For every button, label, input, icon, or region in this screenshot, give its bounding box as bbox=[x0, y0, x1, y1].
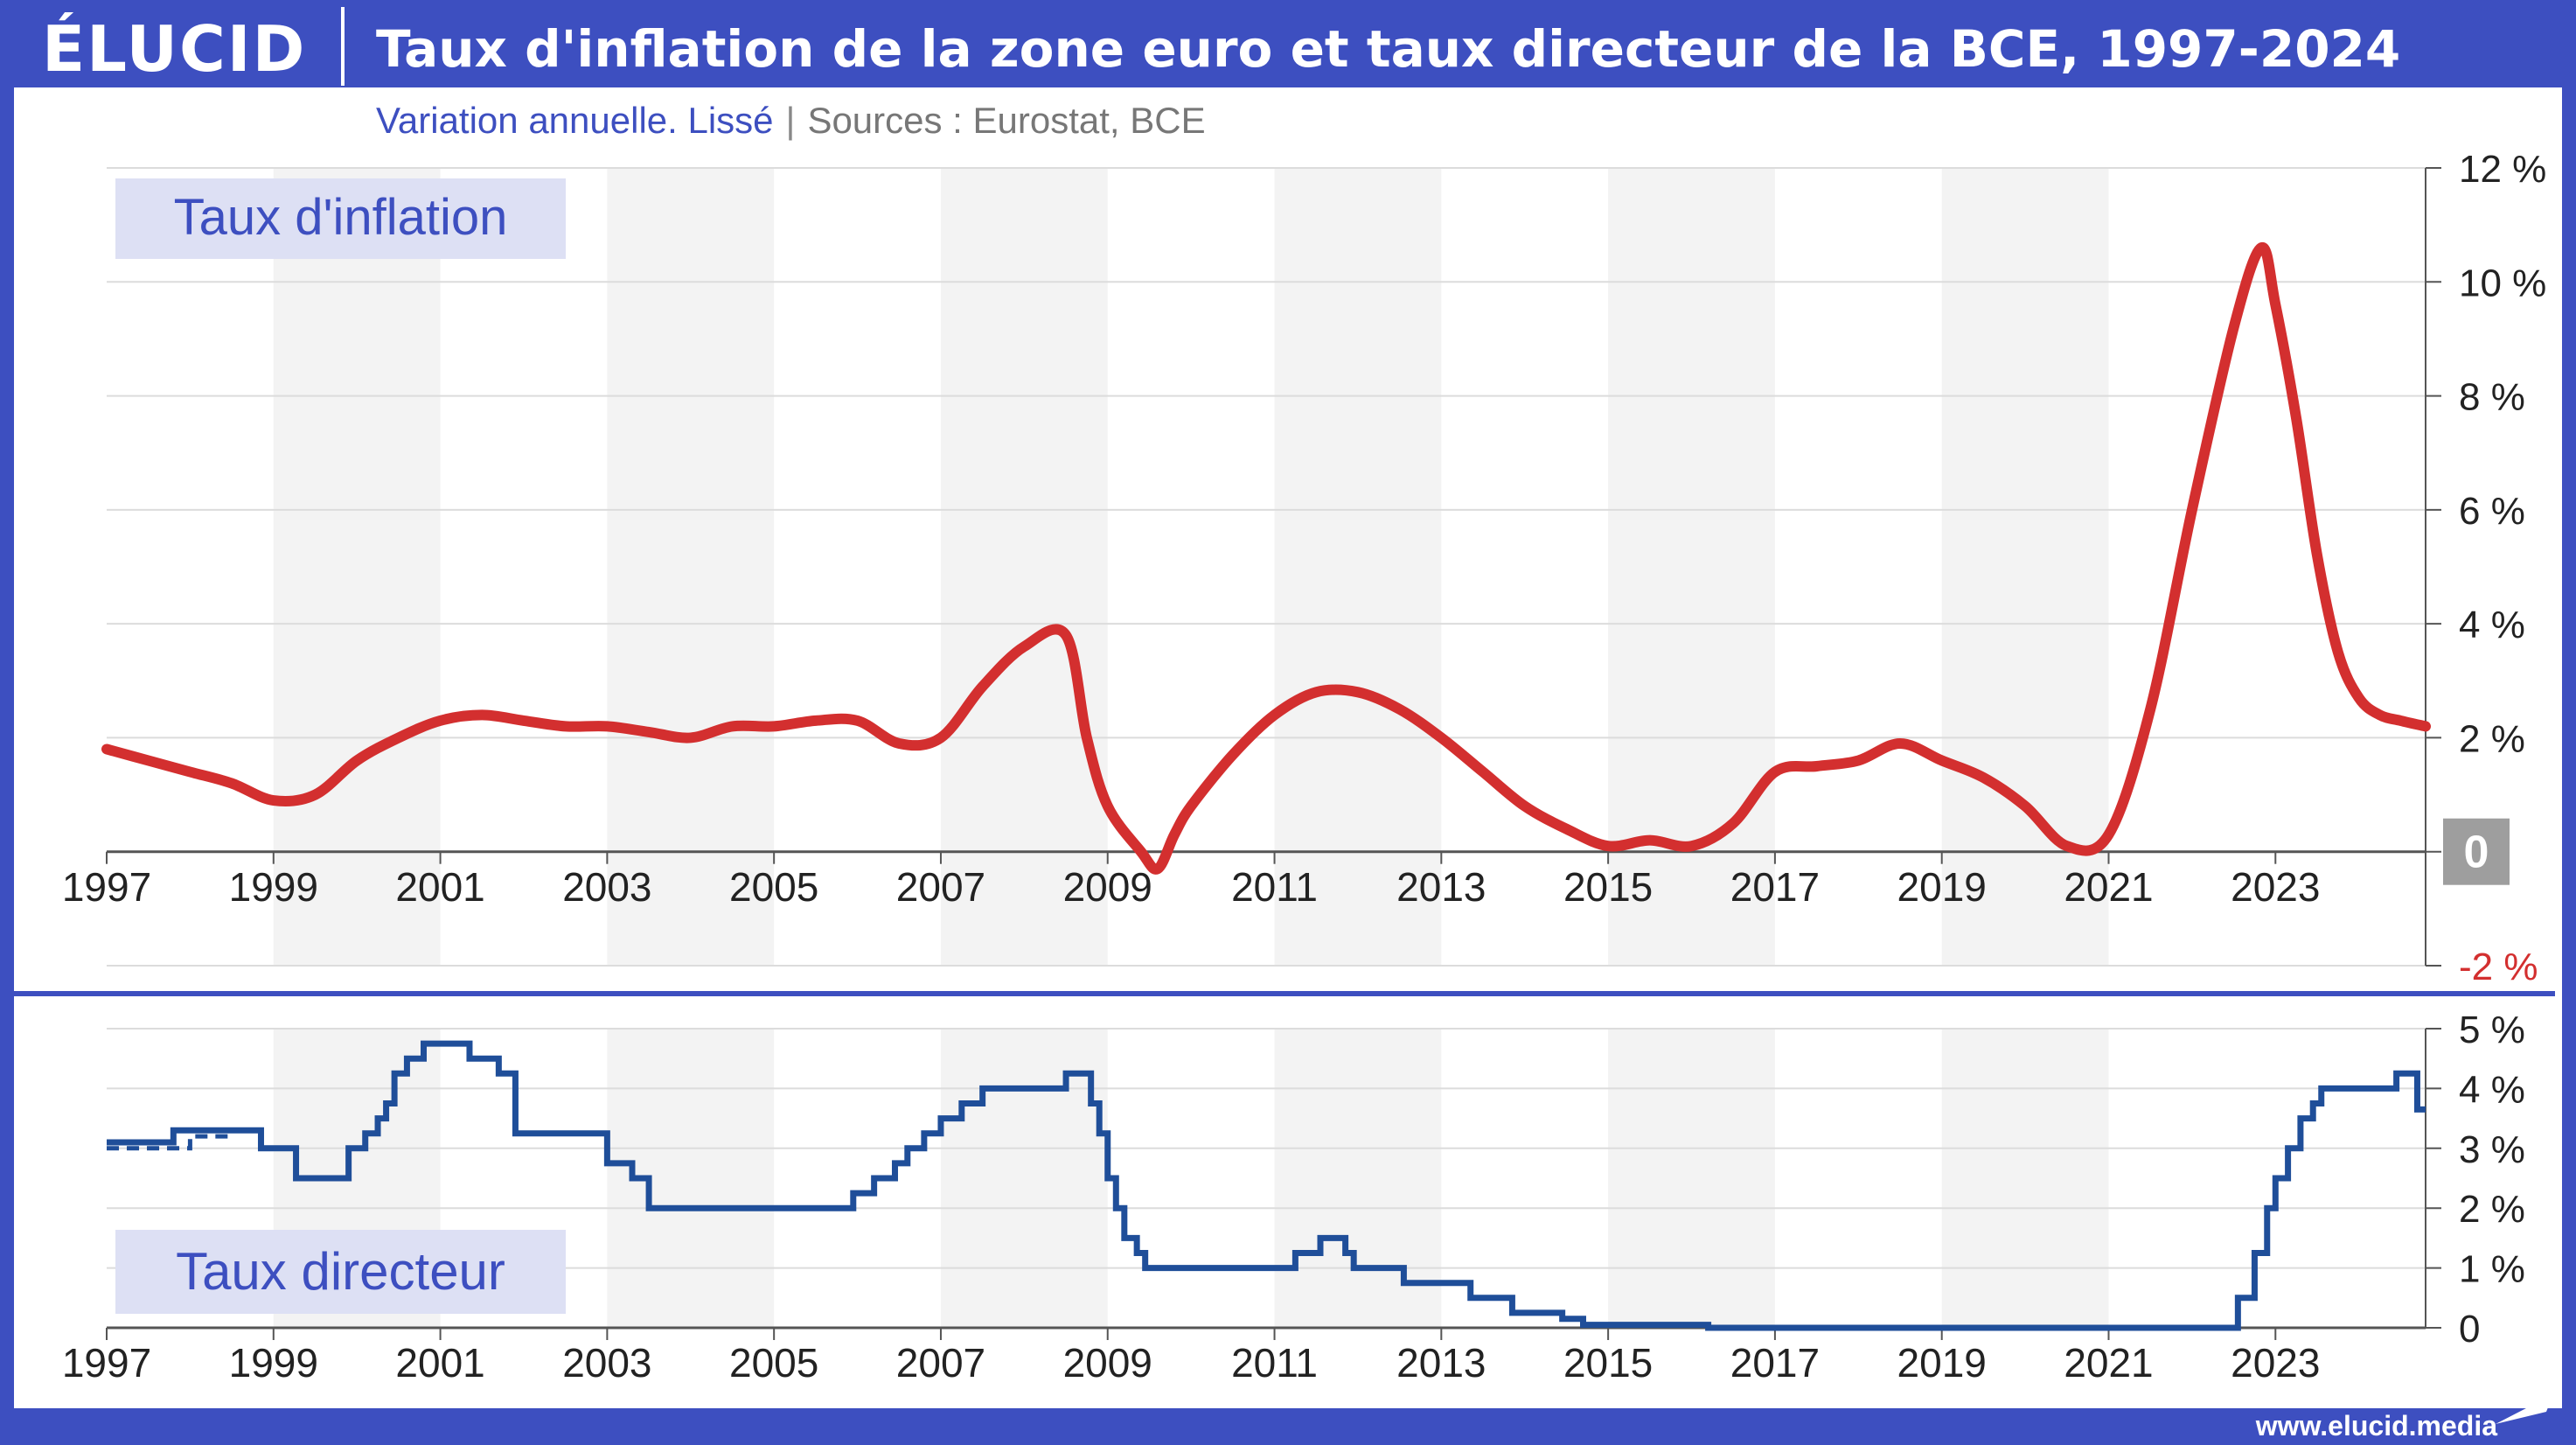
inflation-panel-label: Taux d'inflation bbox=[174, 189, 508, 246]
x-tick-label: 2011 bbox=[1231, 1340, 1318, 1386]
x-tick-label: 2001 bbox=[395, 864, 484, 910]
x-tick-label: 2005 bbox=[729, 1340, 818, 1386]
x-tick-label: 2007 bbox=[896, 864, 985, 910]
year-bands bbox=[273, 168, 2109, 1328]
x-tick-label: 2009 bbox=[1063, 1340, 1152, 1386]
subtitle-text: Variation annuelle. Lissé bbox=[376, 100, 774, 141]
x-tick-label: 2023 bbox=[2231, 1340, 2320, 1386]
y-tick-label: 6 % bbox=[2459, 490, 2525, 533]
x-tick-label: 2015 bbox=[1563, 1340, 1653, 1386]
y-tick-label: 1 % bbox=[2459, 1248, 2525, 1291]
year-band bbox=[273, 168, 441, 966]
y-tick-label: 2 % bbox=[2459, 717, 2525, 760]
subtitle-separator: | bbox=[785, 100, 796, 141]
footer-url[interactable]: www.elucid.media bbox=[2255, 1410, 2497, 1442]
panel-labels: Taux d'inflation Taux directeur bbox=[115, 178, 566, 1314]
year-band bbox=[1608, 168, 1775, 966]
y-tick-label: 5 % bbox=[2459, 1009, 2525, 1051]
x-tick-label: 1999 bbox=[229, 864, 318, 910]
y-tick-label: 4 % bbox=[2459, 604, 2525, 646]
y-tick-label: 10 % bbox=[2459, 262, 2546, 304]
chart-title: Taux d'inflation de la zone euro et taux… bbox=[376, 19, 2401, 79]
year-band bbox=[607, 168, 775, 966]
x-tick-label: 2005 bbox=[729, 864, 818, 910]
year-band bbox=[940, 168, 1108, 966]
x-tick-label: 2015 bbox=[1563, 864, 1653, 910]
year-band bbox=[1941, 168, 2109, 966]
y-tick-label: 4 % bbox=[2459, 1068, 2525, 1111]
x-tick-label: 2021 bbox=[2064, 864, 2153, 910]
x-tick-label: 2001 bbox=[395, 1340, 484, 1386]
x-tick-label: 2009 bbox=[1063, 864, 1152, 910]
x-tick-label: 2013 bbox=[1396, 1340, 1486, 1386]
y-tick-label: 3 % bbox=[2459, 1128, 2525, 1171]
header-divider bbox=[341, 7, 345, 86]
year-band bbox=[1274, 1029, 1442, 1328]
x-tick-label: 2007 bbox=[896, 1340, 985, 1386]
x-tick-label: 2013 bbox=[1396, 864, 1486, 910]
x-tick-label: 2003 bbox=[562, 1340, 651, 1386]
chart-subtitle: Variation annuelle. Lissé | Sources : Euro… bbox=[376, 100, 1206, 142]
policy-rate-dashed-line bbox=[107, 1127, 261, 1151]
y-tick-label: 12 % bbox=[2459, 148, 2546, 191]
y-tick-label: 0 bbox=[2464, 827, 2489, 878]
policy-rate-line bbox=[107, 1040, 2426, 1331]
x-tick-label: 2019 bbox=[1897, 864, 1987, 910]
x-tick-label: 1999 bbox=[229, 1340, 318, 1386]
inflation-label-box bbox=[115, 178, 566, 259]
data-series bbox=[101, 242, 2431, 1331]
x-tick-label: 1997 bbox=[62, 864, 151, 910]
policy-label-box bbox=[115, 1230, 566, 1314]
year-band bbox=[940, 1029, 1108, 1328]
year-band bbox=[1608, 1029, 1775, 1328]
tick-labels: -2 % 0 2 % 4 % 6 % 8 % 10 % 12 % 1997 1999 2001 200… bbox=[62, 148, 2546, 1386]
x-tick-label: 2023 bbox=[2231, 864, 2320, 910]
x-tick-label: 2021 bbox=[2064, 1340, 2153, 1386]
x-tick-label: 1997 bbox=[62, 1340, 151, 1386]
year-band bbox=[1941, 1029, 2109, 1328]
y-tick-label: 2 % bbox=[2459, 1188, 2525, 1231]
sources-text: Sources : Eurostat, BCE bbox=[807, 100, 1206, 141]
policy-panel-label: Taux directeur bbox=[176, 1242, 505, 1301]
x-tick-label: 2017 bbox=[1730, 1340, 1820, 1386]
footer-bar bbox=[0, 1408, 2576, 1445]
x-tick-label: 2019 bbox=[1897, 1340, 1987, 1386]
y-tick-label: 8 % bbox=[2459, 376, 2525, 419]
inflation-line bbox=[101, 242, 2431, 875]
right-border bbox=[2562, 87, 2576, 1445]
y-tick-label: 0 bbox=[2459, 1308, 2480, 1351]
zero-badge bbox=[2443, 818, 2510, 885]
swoosh-icon bbox=[2496, 1394, 2553, 1424]
year-band bbox=[1274, 168, 1442, 966]
x-tick-label: 2003 bbox=[562, 864, 651, 910]
gridlines bbox=[107, 167, 2426, 1269]
x-tick-label: 2011 bbox=[1231, 864, 1318, 910]
x-tick-label: 2017 bbox=[1730, 864, 1820, 910]
elucid-logo[interactable]: ÉLUCID bbox=[42, 12, 307, 86]
left-border bbox=[0, 87, 14, 1445]
header-bar bbox=[0, 0, 2576, 87]
y-tick-label: -2 % bbox=[2459, 946, 2538, 988]
